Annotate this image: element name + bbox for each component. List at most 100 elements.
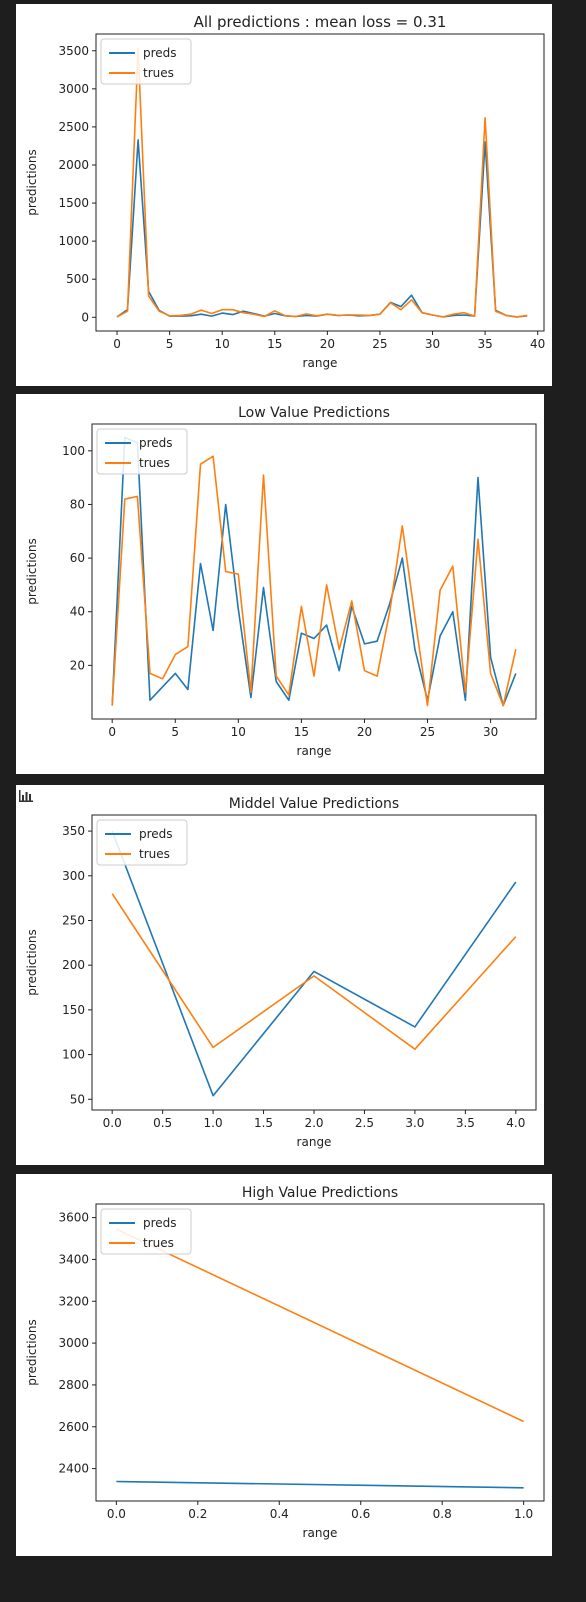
x-tick-label: 0.0 — [103, 1116, 122, 1130]
y-tick-label: 2800 — [58, 1378, 89, 1392]
y-axis-label: predictions — [25, 538, 39, 604]
x-tick-label: 0.8 — [433, 1507, 452, 1521]
y-tick-label: 2600 — [58, 1420, 89, 1434]
x-tick-label: 0.2 — [188, 1507, 207, 1521]
y-tick-label: 3600 — [58, 1211, 89, 1225]
x-axis-label: range — [297, 1135, 332, 1149]
legend-label-preds: preds — [143, 46, 177, 60]
series-line-trues — [116, 47, 528, 318]
x-tick-label: 0.6 — [351, 1507, 370, 1521]
series-line-preds — [116, 139, 528, 318]
chart-high-value: High Value Predictions 0.0 0.2 0.4 0.6 0.8 1.0… — [25, 1185, 545, 1540]
bar-chart-icon[interactable] — [18, 788, 34, 802]
x-tick-label: 25 — [372, 337, 387, 351]
y-tick-label: 500 — [66, 272, 89, 286]
y-axis-label: predictions — [25, 149, 39, 215]
y-tick-label: 200 — [62, 958, 85, 972]
y-tick-label: 250 — [62, 913, 85, 927]
x-tick-label: 0 — [113, 337, 121, 351]
plot-frame — [95, 1203, 545, 1502]
y-tick-label: 50 — [70, 1092, 85, 1106]
x-tick-label: 20 — [320, 337, 335, 351]
x-tick-label: 2.0 — [304, 1116, 323, 1130]
legend-label-trues: trues — [139, 456, 170, 470]
legend: preds trues — [96, 819, 188, 866]
y-tick-label: 3000 — [58, 82, 89, 96]
legend-label-preds: preds — [143, 1216, 177, 1230]
y-tick-label: 2400 — [58, 1462, 89, 1476]
x-tick-label: 25 — [420, 725, 435, 739]
chart-all-predictions: All predictions : mean loss = 0.31 0 5 10 15… — [25, 13, 545, 370]
y-tick-label: 2500 — [58, 120, 89, 134]
y-tick-label: 80 — [70, 497, 85, 511]
y-tick-label: 100 — [62, 444, 85, 458]
x-tick-label: 15 — [294, 725, 309, 739]
y-tick-label: 150 — [62, 1003, 85, 1017]
legend-label-preds: preds — [139, 827, 173, 841]
y-tick-label: 40 — [70, 605, 85, 619]
y-axis-label: predictions — [25, 1319, 39, 1385]
legend: preds trues — [96, 428, 188, 475]
x-tick-label: 10 — [215, 337, 230, 351]
x-tick-label: 5 — [171, 725, 179, 739]
y-tick-label: 3000 — [58, 1336, 89, 1350]
legend: preds trues — [100, 38, 192, 85]
x-tick-label: 40 — [530, 337, 545, 351]
y-tick-label: 20 — [70, 658, 85, 672]
x-tick-label: 1.0 — [514, 1507, 533, 1521]
x-tick-label: 1.5 — [254, 1116, 273, 1130]
y-axis-label: predictions — [25, 929, 39, 995]
chart-panel-middle: Middel Value Predictions 0.0 0.5 1.0 1.5 2.0 2… — [16, 785, 544, 1165]
y-tick-label: 2000 — [58, 158, 89, 172]
x-tick-label: 0 — [108, 725, 116, 739]
legend-label-trues: trues — [143, 1236, 174, 1250]
chart-title: Low Value Predictions — [238, 405, 390, 421]
y-tick-label: 0 — [81, 310, 89, 324]
x-tick-label: 30 — [425, 337, 440, 351]
series-line-preds — [111, 436, 517, 707]
series-line-preds — [116, 1480, 524, 1489]
x-tick-label: 5 — [166, 337, 174, 351]
chart-panel-low: Low Value Predictions 0 5 10 15 20 25 30 20 40 60 8… — [16, 394, 544, 774]
y-tick-label: 3200 — [58, 1294, 89, 1308]
chart-panel-all: All predictions : mean loss = 0.31 0 5 10 15… — [16, 4, 552, 386]
x-tick-label: 15 — [267, 337, 282, 351]
chart-panel-high: High Value Predictions 0.0 0.2 0.4 0.6 0.8 1.0… — [16, 1174, 552, 1556]
x-tick-label: 0.0 — [107, 1507, 126, 1521]
x-tick-label: 35 — [477, 337, 492, 351]
y-tick-label: 3500 — [58, 44, 89, 58]
x-tick-label: 3.5 — [456, 1116, 475, 1130]
x-tick-label: 1.0 — [204, 1116, 223, 1130]
x-axis-label: range — [297, 744, 332, 758]
plot-frame — [91, 423, 537, 720]
x-tick-label: 20 — [357, 725, 372, 739]
x-axis-label: range — [303, 1526, 338, 1540]
y-tick-label: 300 — [62, 869, 85, 883]
x-tick-label: 3.0 — [405, 1116, 424, 1130]
x-tick-label: 10 — [231, 725, 246, 739]
chart-middle-value: Middel Value Predictions 0.0 0.5 1.0 1.5 2.0 2… — [25, 796, 537, 1149]
series-line-trues — [116, 1228, 524, 1423]
x-axis-label: range — [303, 356, 338, 370]
series-line-trues — [111, 893, 517, 1051]
y-tick-label: 1500 — [58, 196, 89, 210]
legend-label-trues: trues — [139, 847, 170, 861]
x-tick-label: 30 — [483, 725, 498, 739]
y-tick-label: 350 — [62, 824, 85, 838]
y-tick-label: 1000 — [58, 234, 89, 248]
y-tick-label: 3400 — [58, 1252, 89, 1266]
legend-label-trues: trues — [143, 66, 174, 80]
series-line-trues — [111, 455, 517, 707]
chart-title: All predictions : mean loss = 0.31 — [194, 13, 447, 31]
chart-title: Middel Value Predictions — [229, 796, 399, 812]
x-tick-label: 4.0 — [506, 1116, 525, 1130]
x-tick-label: 0.4 — [270, 1507, 289, 1521]
legend: preds trues — [100, 1208, 192, 1255]
chart-title: High Value Predictions — [242, 1185, 398, 1201]
x-tick-label: 2.5 — [355, 1116, 374, 1130]
chart-low-value: Low Value Predictions 0 5 10 15 20 25 30 20 40 60 8… — [25, 405, 537, 758]
x-tick-label: 0.5 — [153, 1116, 172, 1130]
y-tick-label: 100 — [62, 1048, 85, 1062]
series-line-preds — [111, 830, 517, 1097]
legend-label-preds: preds — [139, 436, 173, 450]
